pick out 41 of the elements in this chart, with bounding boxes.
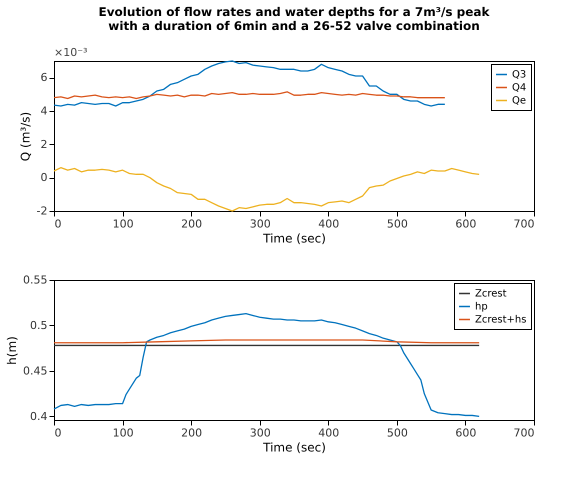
y-tick-label: 0.55 (23, 274, 48, 286)
text: ×10⁻³ (54, 46, 88, 59)
x-tick-label: 400 (318, 426, 340, 440)
x-tick-label: 500 (386, 426, 408, 440)
y-tick-label: 0.4 (30, 410, 48, 423)
x-tick-label: 0 (54, 218, 62, 230)
line-series (53, 91, 446, 100)
x-tick-label: 600 (455, 426, 476, 440)
legend-label: Q3 (512, 70, 526, 80)
legend-label: Zcrest (475, 288, 507, 300)
x-tick-label: 300 (250, 426, 271, 440)
y-tick-label: 0.45 (23, 364, 48, 378)
text: with a duration of 6min and a 26-52 valve combination (108, 19, 480, 33)
x-tick-label: 700 (514, 218, 534, 230)
y-tick-label: 0.5 (30, 318, 48, 332)
legend-label: Q4 (512, 82, 526, 94)
line-series (53, 60, 446, 107)
x-tick-label: 100 (112, 218, 134, 230)
x-tick-label: 200 (181, 426, 202, 440)
x-axis-title: Time (sec) (262, 440, 326, 454)
line-series (53, 167, 480, 212)
x-tick-label: 0 (54, 426, 62, 440)
x-tick-label: 200 (181, 218, 202, 230)
x-tick-label: 600 (455, 218, 476, 230)
text: Evolution of flow rates and water depths for a 7m³/s peak (98, 5, 490, 19)
x-tick-label: 700 (514, 426, 534, 440)
x-tick-label: 100 (112, 426, 134, 440)
x-tick-label: 400 (318, 218, 340, 230)
legend-label: hp (475, 302, 488, 312)
x-tick-label: 300 (250, 218, 271, 230)
y-tick-label: 0 (40, 171, 48, 184)
y-tick-label: -2 (36, 204, 48, 218)
y-axis-title: Q (m³/s) (18, 112, 33, 162)
legend-label: Zcrest+hs (475, 314, 526, 326)
y-tick-label: 2 (40, 138, 48, 151)
legend-label: Qe (512, 96, 526, 106)
y-axis-title: h(m) (5, 336, 20, 365)
y-tick-label: 4 (40, 104, 48, 118)
y-tick-label: 6 (40, 71, 48, 84)
x-axis-title: Time (sec) (262, 232, 326, 246)
x-tick-label: 500 (386, 218, 408, 230)
